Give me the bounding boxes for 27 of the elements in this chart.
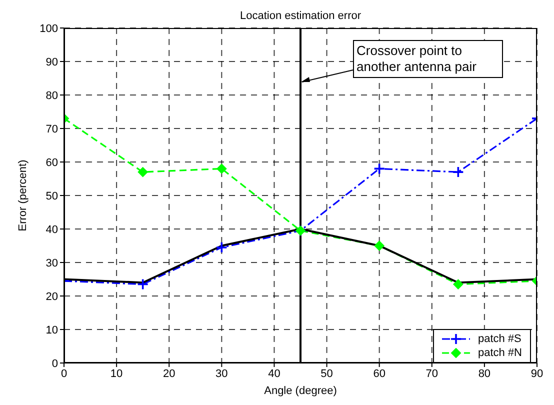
y-tick-label: 0 bbox=[52, 358, 58, 370]
y-tick-label: 50 bbox=[46, 190, 58, 202]
x-tick-label: 20 bbox=[162, 368, 176, 380]
x-axis-title: Angle (degree) bbox=[264, 385, 337, 397]
x-tick-label: 40 bbox=[268, 368, 280, 380]
legend-label: patch #S bbox=[478, 332, 522, 346]
x-tick-label: 50 bbox=[320, 368, 333, 380]
y-tick-label: 30 bbox=[46, 257, 58, 270]
x-tick-label: 60 bbox=[373, 368, 386, 380]
x-tick-label: 0 bbox=[60, 368, 68, 380]
x-tick-label: 80 bbox=[478, 368, 491, 380]
y-tick-label: 20 bbox=[46, 290, 58, 303]
y-tick-label: 60 bbox=[46, 156, 58, 169]
x-tick-label: 70 bbox=[426, 368, 438, 380]
y-tick-label: 10 bbox=[46, 324, 58, 336]
legend-label: patch #N bbox=[478, 346, 522, 360]
y-tick-label: 40 bbox=[46, 224, 58, 236]
annotation: Crossover point to another antenna pair bbox=[352, 40, 502, 78]
y-tick-label: 100 bbox=[40, 22, 58, 35]
x-tick-label: 30 bbox=[216, 368, 228, 380]
y-tick-label: 70 bbox=[46, 123, 58, 136]
y-tick-label: 90 bbox=[46, 56, 58, 68]
x-tick-label: 10 bbox=[110, 368, 123, 380]
y-axis-title: Error (percent) bbox=[16, 160, 29, 232]
x-tick-label: 90 bbox=[530, 368, 544, 380]
y-tick-label: 80 bbox=[46, 90, 58, 102]
chart-title: Location estimation error bbox=[238, 10, 362, 22]
